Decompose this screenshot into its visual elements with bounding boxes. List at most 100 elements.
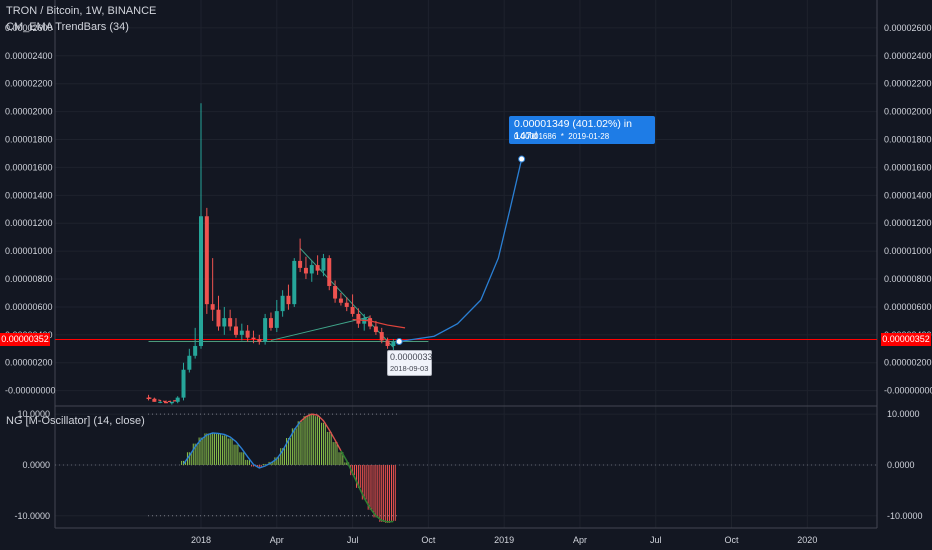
time-tick-label: Apr [573,535,587,545]
projection-start-point [395,338,403,346]
osc-tick-label-right: -10.0000 [887,511,923,521]
candle-body [344,302,349,307]
time-tick-label: Jul [347,535,359,545]
price-tick-label-left: 0.00000800 [5,274,53,284]
ema-line-recent [352,318,406,329]
candle-body [263,318,268,342]
candle-body [228,318,233,327]
trendline [270,316,371,341]
price-tick-label-right: 0.00001000 [884,246,932,256]
candle-body [233,326,238,335]
price-tick-label-right: 0.00002600 [884,23,932,33]
price-tick-label-right: 0.00000200 [884,358,932,368]
ema-line-early [148,397,178,403]
candle-body [321,258,326,271]
candle-body [152,399,157,402]
price-tick-label-left: -0.00000000 [5,386,56,396]
price-tick-label-left: 0.00001200 [5,218,53,228]
price-tick-label-left: 0.00002000 [5,107,53,117]
projection-target: 0.00001686 * 2019-01-28 [514,132,610,141]
candle-body [280,295,285,312]
candle-body [245,330,250,338]
price-tick-label-right: 0.00000600 [884,302,932,312]
candle-body [193,346,198,356]
price-tick-label-right: 0.00001600 [884,162,932,172]
price-axis-left[interactable]: 0.00002600 0.00002400 0.00002200 0.00002000… [5,23,56,396]
tooltip-price: 0.0000033 [390,352,433,362]
price-tick-label-right: -0.00000000 [884,386,932,396]
candle-body [286,295,291,305]
candle-body [239,330,244,335]
candle-body [373,326,378,333]
candle-body [309,265,314,274]
price-tick-label-right: 0.00001200 [884,218,932,228]
candle-body [146,397,151,400]
price-tick-label-left: 0.00001400 [5,190,53,200]
candle-body [204,216,209,305]
time-axis[interactable]: 2018 Apr Jul Oct 2019 Apr Jul Oct 2020 [191,535,817,545]
candle-body [158,401,163,403]
price-tick-label-left: 0.00001600 [5,162,53,172]
candle-body [164,401,169,404]
price-tick-label-left: 0.00002400 [5,51,53,61]
oscillator-legend[interactable]: NG [M-Oscillator] (14, close) [6,415,145,427]
price-tick-label-left: 0.00002200 [5,79,53,89]
candle-body [356,313,361,324]
time-tick-label: Oct [725,535,740,545]
candle-body [379,332,384,341]
ema-series [148,318,406,403]
projection-label: 0.00001349 (401.02%) in 147d [514,118,632,142]
price-axis-right[interactable]: 0.00002600 0.00002400 0.00002200 0.00002000… [884,23,932,396]
cursor-tooltip: 0.0000033 2018-09-03 [387,350,433,376]
price-tick-label-left: 0.00001000 [5,246,53,256]
price-tick-label-left: 0.00000600 [5,302,53,312]
grid [55,0,877,528]
time-tick-label: 2018 [191,535,211,545]
indicator-legend[interactable]: CM_EMA TrendBars (34) [6,21,129,33]
candle-body [298,260,303,268]
current-price-tag-left: 0.00000352 [0,333,50,346]
projection-curve [399,158,523,343]
time-tick-label: Oct [421,535,436,545]
price-tick-label-right: 0.00002200 [884,79,932,89]
projection-end-point [518,155,526,163]
candle-body [187,355,192,370]
candle-body [216,309,221,327]
osc-tick-label-right: 0.0000 [887,460,915,470]
price-tick-label-right: 0.00002400 [884,51,932,61]
osc-tick-label-right: 10.0000 [887,409,920,419]
candle-body [368,318,373,327]
candle-body [268,318,273,328]
price-tick-label-left: 0.00000200 [5,358,53,368]
projection-drawing[interactable] [395,155,526,346]
candle-body [391,341,396,347]
projection-callout[interactable]: 0.00001349 (401.02%) in 147d 0.00001686 … [509,116,655,144]
price-tick-label-right: 0.00001800 [884,135,932,145]
time-tick-label: Jul [650,535,662,545]
osc-signal-up [182,421,301,469]
current-price-tag-right: 0.00000352 [881,333,931,346]
price-tick-label-right: 0.00000800 [884,274,932,284]
oscillator-axis-left[interactable]: 10.0000 0.0000 -10.0000 [14,409,50,521]
candle-body [385,340,390,347]
symbol-legend[interactable]: TRON / Bitcoin, 1W, BINANCE [6,5,157,17]
price-tick-label-right: 0.00001400 [884,190,932,200]
candlestick-series [146,103,396,405]
candle-body [175,397,180,402]
candle-body [338,298,343,303]
oscillator-axis-right[interactable]: 10.0000 0.0000 -10.0000 [887,409,923,521]
candle-body [257,339,262,342]
price-tick-label-right: 0.00002000 [884,107,932,117]
candle-body [210,304,215,310]
tooltip-date: 2018-09-03 [390,364,429,373]
candle-body [350,306,355,314]
candle-body [199,216,203,347]
candle-body [315,265,320,271]
candle-body [292,260,297,305]
time-tick-label: 2020 [797,535,817,545]
osc-tick-label-left: 10.0000 [17,409,50,419]
candle-body [303,267,308,274]
time-tick-label: 2019 [494,535,514,545]
candle-body [222,318,227,327]
